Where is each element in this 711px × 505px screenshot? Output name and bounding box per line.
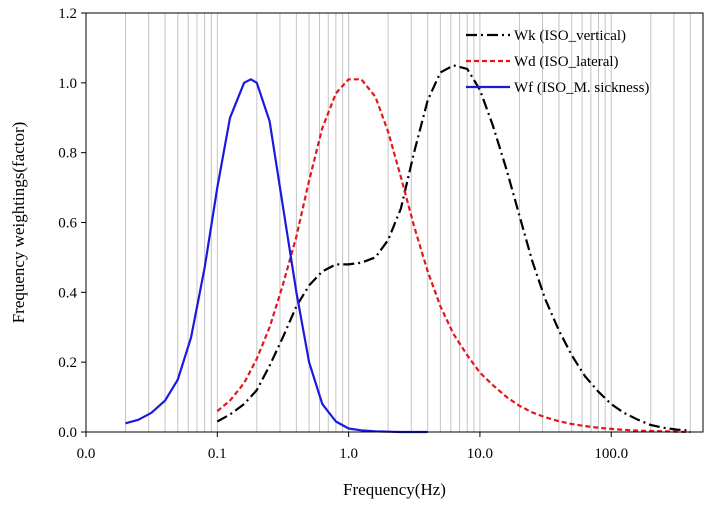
x-tick-label: 0.1 bbox=[208, 446, 227, 462]
x-tick-label: 100.0 bbox=[594, 446, 628, 462]
series-line-1 bbox=[216, 64, 691, 432]
y-tick-label: 0.8 bbox=[58, 146, 77, 162]
x-tick-label: 0.0 bbox=[77, 446, 96, 462]
x-tick-label: 1.0 bbox=[339, 446, 358, 462]
x-axis-label: Frequency(Hz) bbox=[343, 480, 446, 499]
y-tick-label: 0.2 bbox=[58, 355, 77, 371]
y-tick-label: 1.2 bbox=[58, 6, 77, 22]
y-axis-label: Frequency weightings(factor) bbox=[9, 122, 28, 324]
legend-label: Wk (ISO_vertical) bbox=[514, 28, 626, 44]
y-tick-label: 1.0 bbox=[58, 76, 77, 92]
grid-lines bbox=[125, 13, 691, 432]
y-tick-label: 0.6 bbox=[58, 216, 77, 232]
legend-label: Wf (ISO_M. sickness) bbox=[514, 80, 649, 96]
y-tick-label: 0.0 bbox=[58, 425, 77, 441]
axis-ticks: 0.0 0.2 0.4 0.6 0.8 1.0 1.2 0.0 0.1 1.0 10.0 100.0 bbox=[58, 6, 628, 462]
legend-label: Wd (ISO_lateral) bbox=[514, 54, 619, 70]
y-tick-label: 0.4 bbox=[58, 285, 77, 301]
series-line-3 bbox=[125, 78, 428, 434]
legend: Wk (ISO_vertical) Wd (ISO_lateral) Wf (ISO… bbox=[466, 28, 649, 96]
x-tick-label: 10.0 bbox=[467, 446, 493, 462]
series-lines bbox=[125, 64, 691, 434]
series-line-2 bbox=[216, 78, 691, 434]
